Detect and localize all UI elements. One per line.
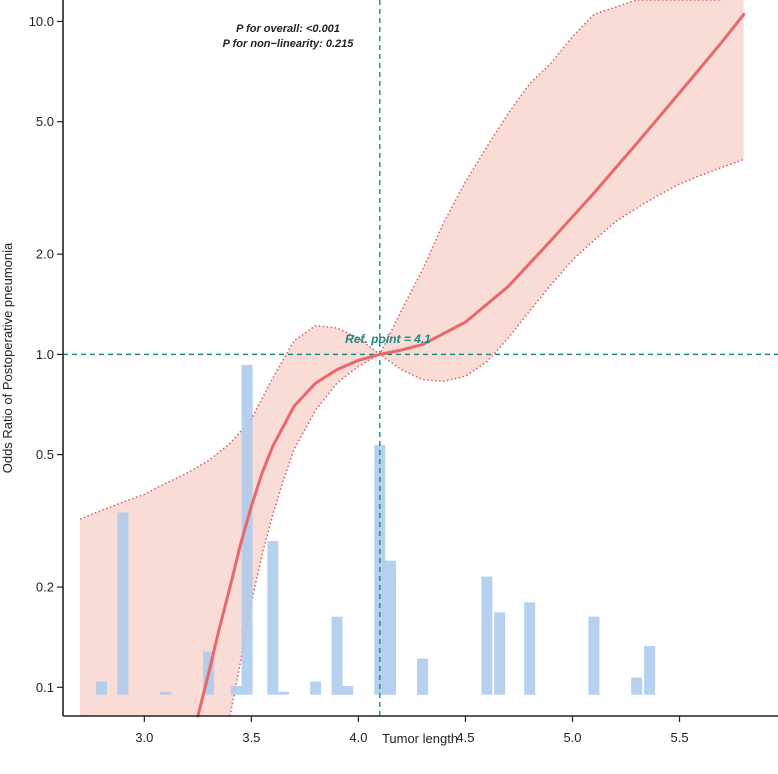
histogram-bar bbox=[342, 685, 354, 695]
histogram-bar bbox=[117, 512, 129, 695]
y-tick-label: 0.5 bbox=[36, 447, 54, 462]
x-tick-label: 5.5 bbox=[670, 730, 688, 745]
ref-point-label: Ref. point = 4.1 bbox=[345, 332, 431, 346]
y-axis-title: Odds Ratio of Postoperative pneumonia bbox=[0, 242, 15, 473]
histogram-bar bbox=[241, 364, 253, 695]
ticks: 3.0 3.5 4.0 4.5 5.0 5.5 0.1 0.2 0.5 1.0 2.0 5.0 10.0 bbox=[29, 14, 689, 745]
histogram-bar bbox=[385, 560, 396, 695]
x-tick-label: 4.5 bbox=[456, 730, 474, 745]
histogram-bar bbox=[96, 681, 107, 695]
histogram-bar bbox=[481, 576, 493, 695]
p-nonlinearity-annotation: P for non−linearity: 0.215 bbox=[223, 38, 355, 50]
histogram-bar bbox=[230, 685, 242, 695]
histogram-bar bbox=[160, 691, 172, 695]
histogram-bar bbox=[417, 658, 429, 695]
x-axis-title: Tumor length bbox=[382, 731, 458, 746]
ci-upper-line bbox=[79, 0, 723, 520]
histogram-bar bbox=[310, 681, 322, 695]
ci-lower-line bbox=[229, 158, 744, 717]
x-tick-label: 3.0 bbox=[135, 730, 153, 745]
or-curve bbox=[196, 12, 746, 718]
y-tick-label: 0.1 bbox=[36, 680, 54, 695]
y-tick-label: 2.0 bbox=[36, 247, 54, 262]
ci-band-layer bbox=[79, 0, 744, 717]
reference-lines bbox=[63, 0, 778, 716]
histogram-bar bbox=[631, 677, 643, 695]
x-tick-label: 3.5 bbox=[242, 730, 260, 745]
ci-band bbox=[80, 0, 744, 716]
histogram-bar bbox=[524, 602, 536, 695]
y-tick-label: 5.0 bbox=[36, 114, 54, 129]
histogram-bar bbox=[267, 541, 279, 695]
histogram-bar bbox=[494, 612, 506, 695]
histogram-bar bbox=[278, 691, 289, 695]
x-tick-label: 5.0 bbox=[563, 730, 581, 745]
axes bbox=[62, 0, 778, 717]
y-tick-label: 10.0 bbox=[29, 14, 54, 29]
x-tick-label: 4.0 bbox=[349, 730, 367, 745]
curve-layer bbox=[196, 12, 746, 718]
histogram-bar bbox=[331, 616, 343, 695]
histogram-bar bbox=[644, 646, 656, 695]
y-tick-label: 0.2 bbox=[36, 580, 54, 595]
y-tick-label: 1.0 bbox=[36, 347, 54, 362]
histogram-bar bbox=[588, 616, 600, 695]
p-overall-annotation: P for overall: <0.001 bbox=[236, 23, 340, 35]
